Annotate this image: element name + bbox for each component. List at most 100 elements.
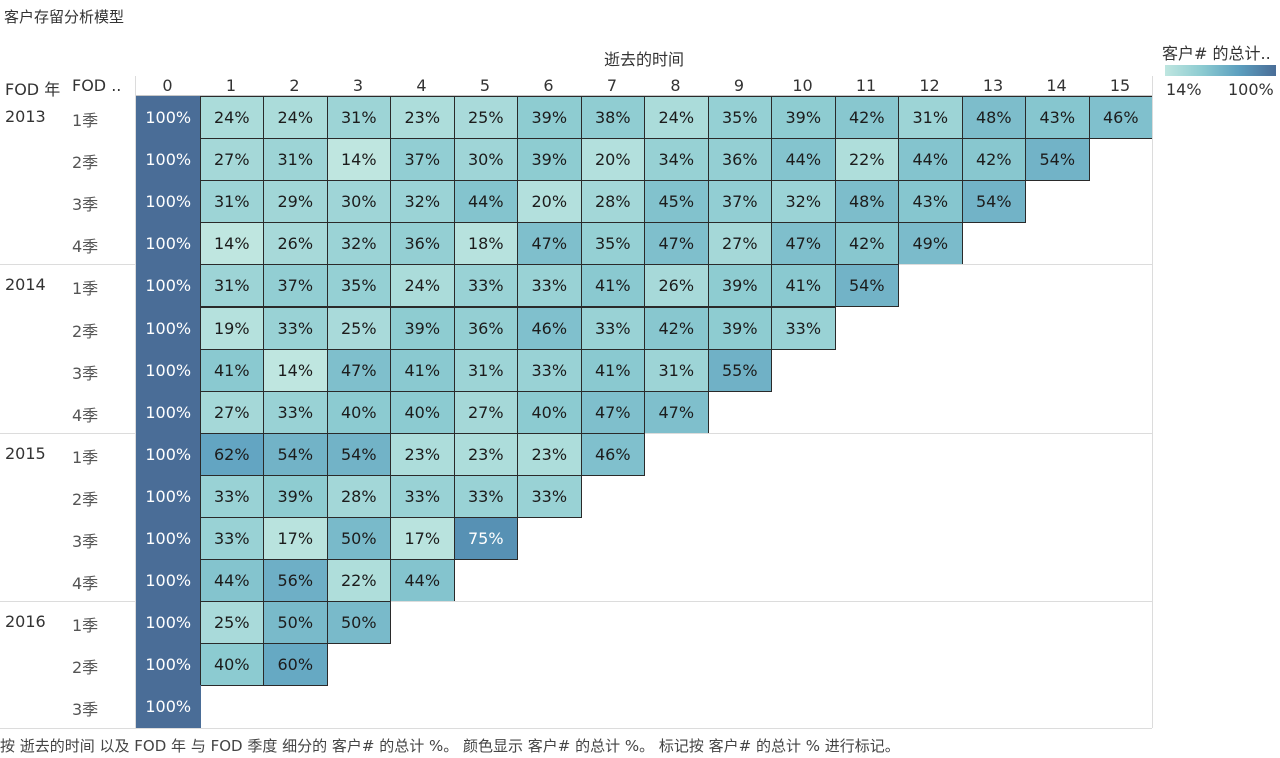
heatmap-cell[interactable]: 31% bbox=[199, 264, 264, 308]
heatmap-cell[interactable]: 24% bbox=[390, 264, 455, 308]
heatmap-cell[interactable]: 54% bbox=[263, 432, 328, 476]
heatmap-cell[interactable]: 35% bbox=[326, 264, 391, 308]
heatmap-cell[interactable]: 100% bbox=[136, 96, 201, 140]
heatmap-cell[interactable]: 22% bbox=[834, 138, 899, 182]
heatmap-cell[interactable]: 41% bbox=[771, 264, 836, 308]
row-header-quarter[interactable]: FOD .. bbox=[72, 76, 122, 95]
heatmap-cell[interactable]: 26% bbox=[644, 264, 709, 308]
heatmap-cell[interactable]: 100% bbox=[136, 306, 201, 350]
heatmap-cell[interactable]: 28% bbox=[326, 474, 391, 518]
heatmap-cell[interactable]: 41% bbox=[390, 348, 455, 392]
heatmap-cell[interactable]: 42% bbox=[644, 306, 709, 350]
heatmap-cell[interactable]: 31% bbox=[644, 348, 709, 392]
heatmap-cell[interactable]: 50% bbox=[326, 601, 391, 645]
heatmap-cell[interactable]: 31% bbox=[453, 348, 518, 392]
heatmap-cell[interactable]: 31% bbox=[263, 138, 328, 182]
legend-title[interactable]: 客户# 的总计.. bbox=[1162, 44, 1271, 63]
heatmap-cell[interactable]: 41% bbox=[580, 348, 645, 392]
heatmap-cell[interactable]: 46% bbox=[517, 306, 582, 350]
heatmap-cell[interactable]: 20% bbox=[517, 180, 582, 224]
heatmap-cell[interactable]: 32% bbox=[326, 222, 391, 266]
heatmap-cell[interactable]: 37% bbox=[263, 264, 328, 308]
heatmap-cell[interactable]: 100% bbox=[136, 180, 201, 224]
heatmap-cell[interactable]: 31% bbox=[326, 96, 391, 140]
heatmap-cell[interactable]: 25% bbox=[326, 306, 391, 350]
heatmap-cell[interactable]: 36% bbox=[453, 306, 518, 350]
heatmap-cell[interactable]: 23% bbox=[390, 96, 455, 140]
heatmap-cell[interactable]: 44% bbox=[771, 138, 836, 182]
heatmap-cell[interactable]: 41% bbox=[199, 348, 264, 392]
heatmap-cell[interactable]: 100% bbox=[136, 432, 201, 476]
heatmap-cell[interactable]: 33% bbox=[263, 390, 328, 434]
heatmap-cell[interactable]: 36% bbox=[390, 222, 455, 266]
heatmap-cell[interactable]: 42% bbox=[834, 222, 899, 266]
heatmap-cell[interactable]: 43% bbox=[1025, 96, 1090, 140]
heatmap-cell[interactable]: 40% bbox=[517, 390, 582, 434]
heatmap-cell[interactable]: 44% bbox=[199, 559, 264, 603]
heatmap-cell[interactable]: 33% bbox=[263, 306, 328, 350]
heatmap-cell[interactable]: 23% bbox=[390, 432, 455, 476]
heatmap-cell[interactable]: 50% bbox=[263, 601, 328, 645]
heatmap-cell[interactable]: 46% bbox=[1088, 96, 1153, 140]
heatmap-cell[interactable]: 33% bbox=[580, 306, 645, 350]
heatmap-cell[interactable]: 33% bbox=[453, 474, 518, 518]
heatmap-cell[interactable]: 48% bbox=[834, 180, 899, 224]
heatmap-cell[interactable]: 48% bbox=[961, 96, 1026, 140]
heatmap-cell[interactable]: 100% bbox=[136, 601, 201, 645]
heatmap-cell[interactable]: 40% bbox=[326, 390, 391, 434]
heatmap-cell[interactable]: 31% bbox=[199, 180, 264, 224]
heatmap-cell[interactable]: 33% bbox=[453, 264, 518, 308]
heatmap-cell[interactable]: 33% bbox=[517, 348, 582, 392]
heatmap-cell[interactable]: 60% bbox=[263, 643, 328, 687]
heatmap-cell[interactable]: 41% bbox=[580, 264, 645, 308]
heatmap-cell[interactable]: 36% bbox=[707, 138, 772, 182]
heatmap-cell[interactable]: 32% bbox=[771, 180, 836, 224]
heatmap-cell[interactable]: 42% bbox=[961, 138, 1026, 182]
heatmap-cell[interactable]: 100% bbox=[136, 559, 201, 603]
heatmap-cell[interactable]: 100% bbox=[136, 474, 201, 518]
heatmap-cell[interactable]: 47% bbox=[644, 222, 709, 266]
heatmap-cell[interactable]: 24% bbox=[644, 96, 709, 140]
heatmap-cell[interactable]: 100% bbox=[136, 138, 201, 182]
row-header-year[interactable]: FOD 年 bbox=[5, 80, 61, 99]
heatmap-cell[interactable]: 46% bbox=[580, 432, 645, 476]
heatmap-cell[interactable]: 25% bbox=[453, 96, 518, 140]
heatmap-cell[interactable]: 33% bbox=[199, 517, 264, 561]
heatmap-cell[interactable]: 17% bbox=[390, 517, 455, 561]
heatmap-cell[interactable]: 22% bbox=[326, 559, 391, 603]
heatmap-cell[interactable]: 45% bbox=[644, 180, 709, 224]
heatmap-cell[interactable]: 27% bbox=[199, 390, 264, 434]
heatmap-cell[interactable]: 34% bbox=[644, 138, 709, 182]
heatmap-cell[interactable]: 24% bbox=[263, 96, 328, 140]
heatmap-cell[interactable]: 39% bbox=[517, 96, 582, 140]
heatmap-cell[interactable]: 100% bbox=[136, 264, 201, 308]
heatmap-cell[interactable]: 42% bbox=[834, 96, 899, 140]
heatmap-cell[interactable]: 40% bbox=[199, 643, 264, 687]
heatmap-cell[interactable]: 43% bbox=[898, 180, 963, 224]
heatmap-cell[interactable]: 44% bbox=[898, 138, 963, 182]
heatmap-cell[interactable]: 39% bbox=[707, 264, 772, 308]
heatmap-cell[interactable]: 39% bbox=[707, 306, 772, 350]
heatmap-cell[interactable]: 44% bbox=[390, 559, 455, 603]
heatmap-cell[interactable]: 24% bbox=[199, 96, 264, 140]
heatmap-cell[interactable]: 27% bbox=[707, 222, 772, 266]
heatmap-cell[interactable]: 44% bbox=[453, 180, 518, 224]
heatmap-cell[interactable]: 47% bbox=[580, 390, 645, 434]
heatmap-cell[interactable]: 54% bbox=[834, 264, 899, 308]
heatmap-cell[interactable]: 50% bbox=[326, 517, 391, 561]
heatmap-cell[interactable]: 55% bbox=[707, 348, 772, 392]
heatmap-cell[interactable]: 39% bbox=[771, 96, 836, 140]
heatmap-cell[interactable]: 39% bbox=[263, 474, 328, 518]
heatmap-cell[interactable]: 54% bbox=[961, 180, 1026, 224]
heatmap-cell[interactable]: 27% bbox=[453, 390, 518, 434]
heatmap-cell[interactable]: 29% bbox=[263, 180, 328, 224]
heatmap-cell[interactable]: 33% bbox=[199, 474, 264, 518]
heatmap-cell[interactable]: 100% bbox=[136, 348, 201, 392]
heatmap-cell[interactable]: 25% bbox=[199, 601, 264, 645]
heatmap-cell[interactable]: 37% bbox=[707, 180, 772, 224]
heatmap-cell[interactable]: 23% bbox=[517, 432, 582, 476]
heatmap-cell[interactable]: 39% bbox=[390, 306, 455, 350]
heatmap-cell[interactable]: 14% bbox=[263, 348, 328, 392]
heatmap-cell[interactable]: 35% bbox=[707, 96, 772, 140]
heatmap-cell[interactable]: 100% bbox=[136, 517, 201, 561]
